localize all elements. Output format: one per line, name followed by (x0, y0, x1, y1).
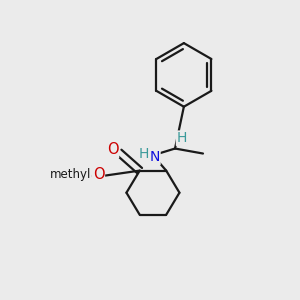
Text: H: H (177, 131, 187, 145)
Text: O: O (107, 142, 118, 158)
Text: O: O (93, 167, 104, 182)
Text: H: H (138, 147, 149, 161)
Text: methyl: methyl (50, 168, 91, 181)
Text: N: N (149, 150, 160, 164)
